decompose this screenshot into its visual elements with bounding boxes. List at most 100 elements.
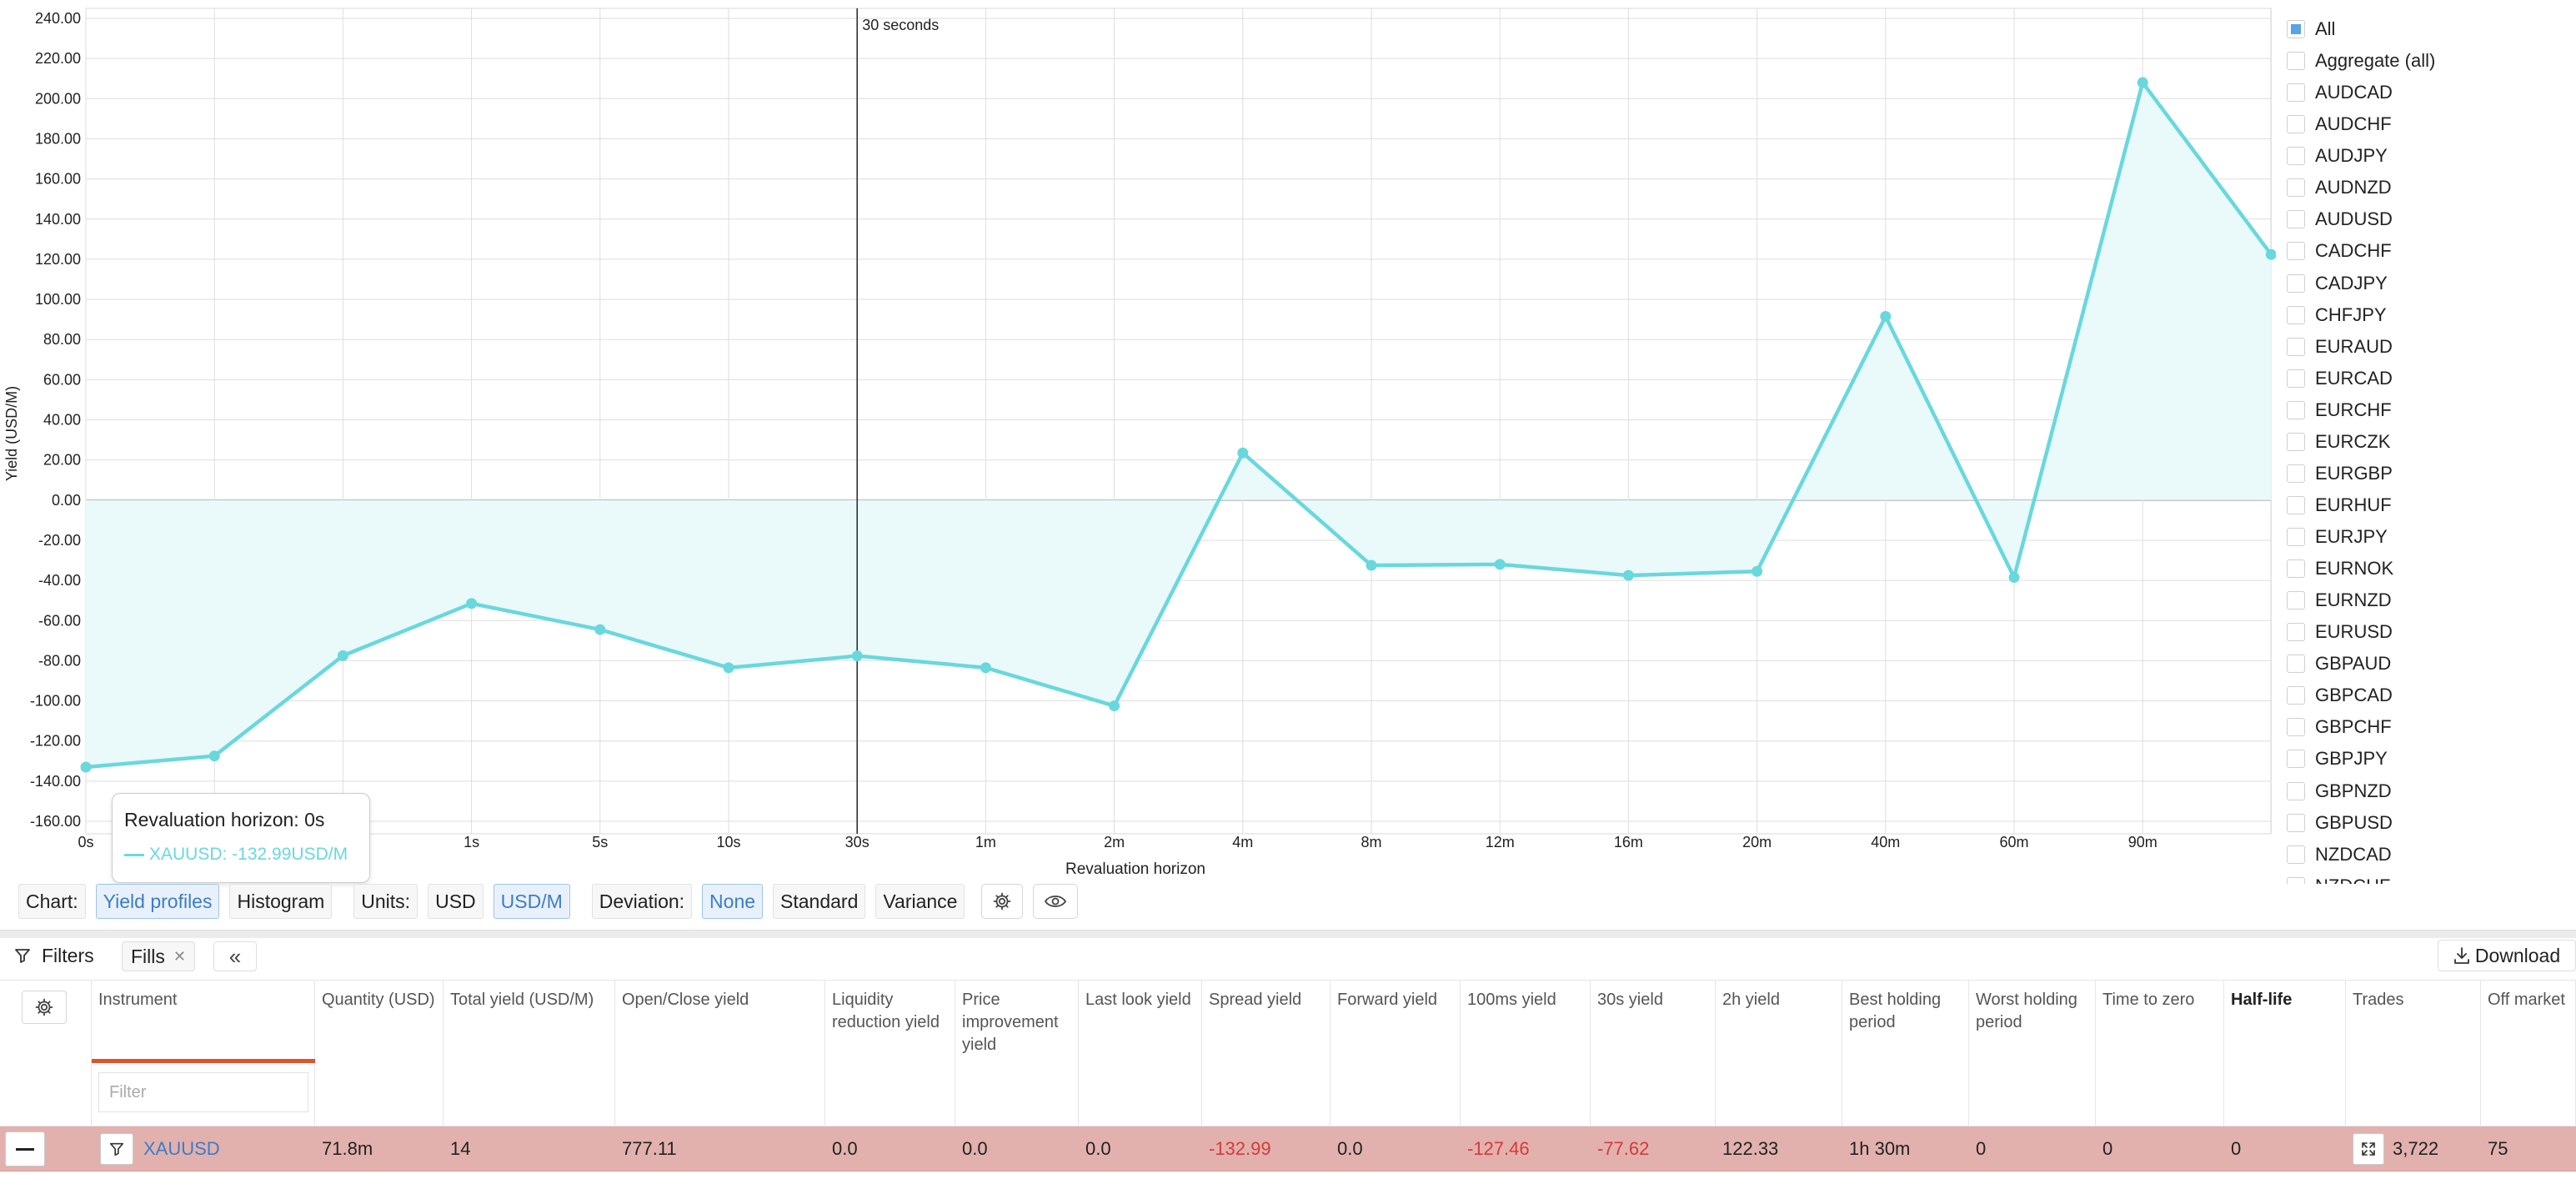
close-icon[interactable]: ✕ (173, 947, 186, 965)
legend-checkbox[interactable] (2287, 718, 2305, 737)
legend-item[interactable]: AUDNZD (2283, 172, 2576, 203)
deviation-standard-button[interactable]: Standard (773, 884, 866, 919)
legend-item[interactable]: AUDUSD (2283, 203, 2576, 235)
legend-checkbox[interactable] (2287, 876, 2305, 884)
legend-checkbox[interactable] (2287, 495, 2305, 514)
legend-checkbox[interactable] (2287, 781, 2305, 800)
legend-item[interactable]: Aggregate (all) (2283, 45, 2576, 77)
legend-item[interactable]: NZDCHF (2283, 870, 2576, 884)
legend-checkbox[interactable] (2287, 432, 2305, 451)
filters-button[interactable]: Filters (13, 940, 94, 971)
column-header-best-holding[interactable]: Best holding period (1842, 981, 1969, 1127)
column-header-time-to-zero[interactable]: Time to zero (2096, 981, 2224, 1127)
units-usd-per-m-button[interactable]: USD/M (493, 884, 570, 919)
legend-checkbox[interactable] (2287, 813, 2305, 832)
column-header-half-life[interactable]: Half-life (2224, 981, 2346, 1127)
filter-instrument-button[interactable] (100, 1133, 133, 1165)
legend-checkbox[interactable] (2287, 400, 2305, 419)
data-point[interactable] (337, 650, 348, 661)
column-header-forward[interactable]: Forward yield (1331, 981, 1461, 1127)
collapse-row-button[interactable] (5, 1131, 45, 1166)
legend-item[interactable]: GBPAUD (2283, 648, 2576, 680)
deviation-none-button[interactable]: None (702, 884, 764, 919)
legend-checkbox[interactable] (2287, 750, 2305, 769)
data-point[interactable] (594, 624, 606, 635)
column-header-last-look[interactable]: Last look yield (1079, 981, 1202, 1127)
legend-item[interactable]: GBPUSD (2283, 807, 2576, 839)
download-button[interactable]: Download (2438, 940, 2576, 971)
collapse-panel-button[interactable]: « (213, 941, 257, 971)
legend-checkbox[interactable] (2287, 655, 2305, 674)
table-row[interactable]: XAUUSD 71.8m 14 777.11 0.0 0.0 0.0 -132.99 0.0 -1… (0, 1126, 2576, 1171)
units-usd-button[interactable]: USD (428, 884, 484, 919)
legend-checkbox[interactable] (2287, 623, 2305, 642)
data-point[interactable] (1880, 311, 1892, 323)
legend-checkbox[interactable] (2287, 83, 2305, 103)
legend-item[interactable]: GBPCAD (2283, 680, 2576, 711)
legend-item[interactable]: EURCZK (2283, 426, 2576, 458)
data-point[interactable] (1366, 559, 1377, 571)
legend-item[interactable]: CADJPY (2283, 268, 2576, 299)
legend-checkbox[interactable] (2287, 305, 2305, 324)
legend-checkbox[interactable] (2287, 20, 2305, 39)
expand-trades-button[interactable] (2353, 1133, 2384, 1165)
legend-item[interactable]: GBPNZD (2283, 775, 2576, 807)
legend-checkbox[interactable] (2287, 686, 2305, 705)
data-point[interactable] (1622, 569, 1634, 581)
data-point[interactable] (1494, 559, 1506, 570)
legend-item[interactable]: EURHUF (2283, 489, 2576, 521)
column-settings-button[interactable] (22, 991, 67, 1024)
legend-item[interactable]: EURJPY (2283, 521, 2576, 553)
column-header-y30s[interactable]: 30s yield (1591, 981, 1716, 1127)
legend-item[interactable]: All (2283, 13, 2576, 45)
data-point[interactable] (2008, 571, 2020, 583)
legend-checkbox[interactable] (2287, 559, 2305, 579)
data-point[interactable] (723, 662, 734, 674)
legend-checkbox[interactable] (2287, 591, 2305, 610)
yield-profile-chart[interactable]: 30 seconds 240.00 220.00 200.00 180.00 160.0… (0, 0, 2276, 892)
instrument-filter-input[interactable] (98, 1072, 308, 1112)
legend-item[interactable]: NZDCAD (2283, 839, 2576, 870)
legend-checkbox[interactable] (2287, 528, 2305, 547)
column-header-liquidity[interactable]: Liquidity reduction yield (825, 981, 955, 1127)
visibility-toggle-button[interactable] (1033, 884, 1079, 919)
data-point[interactable] (208, 750, 220, 762)
legend-checkbox[interactable] (2287, 178, 2305, 198)
legend-checkbox[interactable] (2287, 369, 2305, 388)
data-point[interactable] (851, 650, 863, 662)
legend-checkbox[interactable] (2287, 337, 2305, 356)
yield-profiles-button[interactable]: Yield profiles (95, 884, 220, 919)
column-header-price-improvement[interactable]: Price improvement yield (955, 981, 1079, 1127)
column-header-worst-holding[interactable]: Worst holding period (1969, 981, 2096, 1127)
column-header-y2h[interactable]: 2h yield (1716, 981, 1842, 1127)
legend-item[interactable]: EURGBP (2283, 458, 2576, 489)
column-header-trades[interactable]: Trades (2346, 981, 2481, 1127)
legend-item[interactable]: EURUSD (2283, 616, 2576, 648)
legend-checkbox[interactable] (2287, 464, 2305, 483)
legend-item[interactable]: AUDCHF (2283, 108, 2576, 140)
legend-item[interactable]: CADCHF (2283, 235, 2576, 267)
legend-item[interactable]: EURNOK (2283, 553, 2576, 584)
series-line-xauusd[interactable] (85, 80, 2273, 770)
data-point[interactable] (2137, 77, 2148, 88)
column-header-y100ms[interactable]: 100ms yield (1461, 981, 1591, 1127)
legend-checkbox[interactable] (2287, 147, 2305, 166)
data-point[interactable] (80, 761, 92, 773)
instrument-link[interactable]: XAUUSD (143, 1138, 220, 1159)
chart-settings-button[interactable] (981, 884, 1024, 919)
column-header-quantity[interactable]: Quantity (USD) (315, 981, 444, 1127)
data-point[interactable] (980, 662, 991, 674)
deviation-variance-button[interactable]: Variance (875, 884, 965, 919)
data-point[interactable] (2265, 248, 2276, 260)
legend-item[interactable]: EURCHF (2283, 394, 2576, 426)
legend-checkbox[interactable] (2287, 242, 2305, 261)
legend-item[interactable]: EURNZD (2283, 584, 2576, 616)
data-point[interactable] (1109, 700, 1120, 712)
legend-checkbox[interactable] (2287, 273, 2305, 293)
legend-item[interactable]: AUDCAD (2283, 77, 2576, 108)
fills-chip[interactable]: Fills ✕ (122, 941, 195, 971)
column-header-spread[interactable]: Spread yield (1202, 981, 1331, 1127)
column-header-instrument[interactable]: Instrument (92, 981, 315, 1127)
legend-checkbox[interactable] (2287, 115, 2305, 134)
legend-checkbox[interactable] (2287, 845, 2305, 864)
